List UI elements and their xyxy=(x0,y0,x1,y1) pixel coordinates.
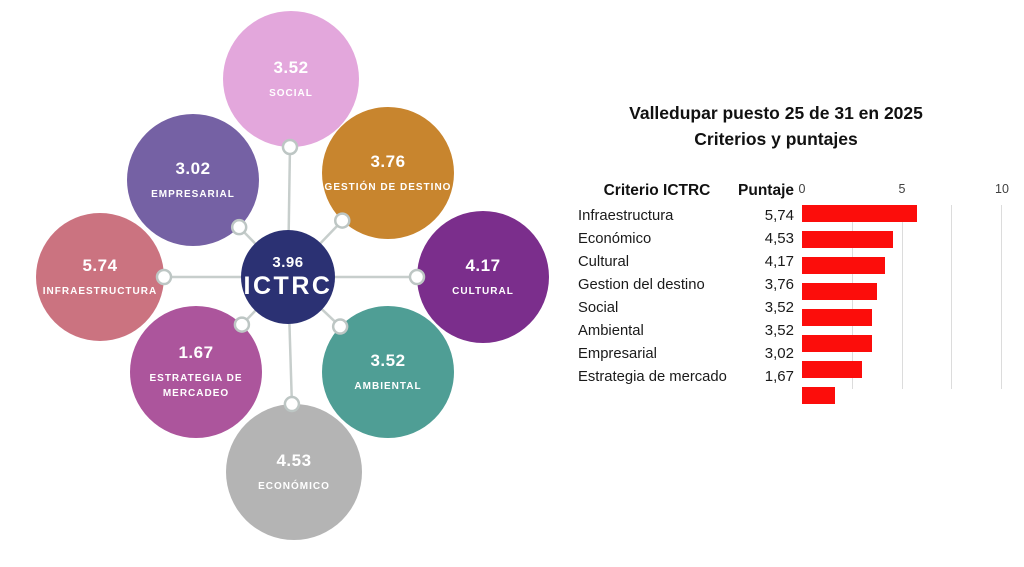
score-bar xyxy=(802,361,863,378)
panel-title: Valledupar puesto 25 de 31 en 2025 Crite… xyxy=(578,100,974,152)
ictrc-total-score: 3.96 xyxy=(272,253,304,271)
table-row: Social 3,52 xyxy=(578,296,802,319)
criterion-score: 3,52 xyxy=(764,322,794,339)
ictrc-center-bubble: 3.96 ICTRC xyxy=(241,230,335,324)
criteria-table-left: Criterio ICTRC Puntaje Infraestructura 5… xyxy=(578,182,802,389)
score-bar xyxy=(802,335,873,352)
criteria-table: Criterio ICTRC Puntaje Infraestructura 5… xyxy=(578,182,1009,404)
table-header-row: Criterio ICTRC Puntaje xyxy=(578,182,802,204)
score-bar xyxy=(802,283,878,300)
bar-row xyxy=(802,387,1002,410)
criterion-name: Gestion del destino xyxy=(578,276,705,293)
criterion-name: Social xyxy=(578,299,619,316)
bar-chart: 0 5 10 xyxy=(798,182,1009,404)
table-row: Ambiental 3,52 xyxy=(578,319,802,342)
table-row: Gestion del destino 3,76 xyxy=(578,273,802,296)
ranking-panel: Valledupar puesto 25 de 31 en 2025 Crite… xyxy=(578,100,1009,404)
panel-title-line2: Criterios y puntajes xyxy=(694,129,858,149)
x-axis-ticks: 0 5 10 xyxy=(798,182,1009,202)
score-bar xyxy=(802,231,893,248)
column-header-criterio: Criterio ICTRC xyxy=(603,182,711,199)
criterion-name: Estrategia de mercado xyxy=(578,368,727,385)
criterion-bubble-score: 3.02 xyxy=(175,158,211,178)
bar-row xyxy=(802,309,1002,332)
criterion-name: Cultural xyxy=(578,253,629,270)
criterion-bubble-label: ECONÓMICO xyxy=(258,480,330,492)
panel-title-line1: Valledupar puesto 25 de 31 en 2025 xyxy=(629,103,923,123)
criterion-bubble-score: 3.52 xyxy=(370,350,406,370)
criterion-bubble-label: SOCIAL xyxy=(269,87,313,99)
table-row: Infraestructura 5,74 xyxy=(578,204,802,227)
bar-row xyxy=(802,205,1002,228)
criterion-score: 3,02 xyxy=(764,345,794,362)
bar-row xyxy=(802,231,1002,254)
criterion-bubble-score: 1.67 xyxy=(178,343,214,362)
table-row: Cultural 4,17 xyxy=(578,250,802,273)
criterion-bubble-score: 4.17 xyxy=(465,255,501,275)
ictrc-bubble-diagram: 3.52 SOCIAL 3.76 GESTIÓN DE DESTINO 4.17… xyxy=(36,11,549,540)
score-bar xyxy=(802,309,873,326)
criterion-bubble-social: 3.52 SOCIAL xyxy=(223,11,359,147)
criterion-bubble-score: 3.52 xyxy=(273,57,309,77)
criterion-bubble-gestion-de-destino: 3.76 GESTIÓN DE DESTINO xyxy=(322,107,454,239)
bar-row xyxy=(802,335,1002,358)
criterion-bubble-score: 4.53 xyxy=(276,450,312,470)
table-rows: Infraestructura 5,74 Económico 4,53 Cult… xyxy=(578,204,802,388)
x-axis-tick-label: 5 xyxy=(898,182,906,196)
criterion-name: Ambiental xyxy=(578,322,644,339)
criterion-bubble-label: ESTRATEGIA DE MERCADEO xyxy=(149,373,243,399)
table-row: Estrategia de mercado 1,67 xyxy=(578,365,802,388)
criterion-bubble-score: 5.74 xyxy=(82,255,118,275)
criterion-bubble-label: AMBIENTAL xyxy=(354,380,422,392)
criterion-bubble-ambiental: 3.52 AMBIENTAL xyxy=(322,306,454,438)
criterion-score: 5,74 xyxy=(764,207,794,224)
x-axis-tick-label: 0 xyxy=(798,182,806,196)
criterion-score: 4,53 xyxy=(764,230,794,247)
criterion-score: 3,52 xyxy=(764,299,794,316)
criterion-score: 4,17 xyxy=(764,253,794,270)
criterion-bubble-economico: 4.53 ECONÓMICO xyxy=(226,404,362,540)
criterion-bubble-label: EMPRESARIAL xyxy=(151,188,235,200)
table-row: Empresarial 3,02 xyxy=(578,342,802,365)
criterion-bubble-label: GESTIÓN DE DESTINO xyxy=(324,181,452,193)
criterion-name: Infraestructura xyxy=(578,207,674,224)
score-bar xyxy=(802,257,886,274)
criterion-bubble-estrategia-de-mercadeo: 1.67 ESTRATEGIA DE MERCADEO xyxy=(130,306,262,438)
criterion-score: 3,76 xyxy=(764,276,794,293)
score-bar xyxy=(802,205,917,222)
criterion-bubble-label: INFRAESTRUCTURA xyxy=(42,285,158,297)
criterion-bubble-score: 3.76 xyxy=(370,151,406,171)
ictrc-center-label: ICTRC xyxy=(243,271,333,300)
criterion-bubble-cultural: 4.17 CULTURAL xyxy=(417,211,549,343)
column-header-puntaje: Puntaje xyxy=(738,182,794,199)
score-bar xyxy=(802,387,836,404)
bar-row xyxy=(802,283,1002,306)
criterion-score: 1,67 xyxy=(764,368,794,385)
bar-row xyxy=(802,257,1002,280)
bars-area xyxy=(802,205,1002,404)
criterion-bubble-infraestructura: 5.74 INFRAESTRUCTURA xyxy=(36,213,164,341)
x-axis-tick-label: 10 xyxy=(995,182,1009,196)
criterion-name: Económico xyxy=(578,230,652,247)
criterion-bubble-empresarial: 3.02 EMPRESARIAL xyxy=(127,114,259,246)
criterion-name: Empresarial xyxy=(578,345,657,362)
table-row: Económico 4,53 xyxy=(578,227,802,250)
bar-row xyxy=(802,361,1002,384)
criterion-bubble-label: CULTURAL xyxy=(452,285,514,297)
